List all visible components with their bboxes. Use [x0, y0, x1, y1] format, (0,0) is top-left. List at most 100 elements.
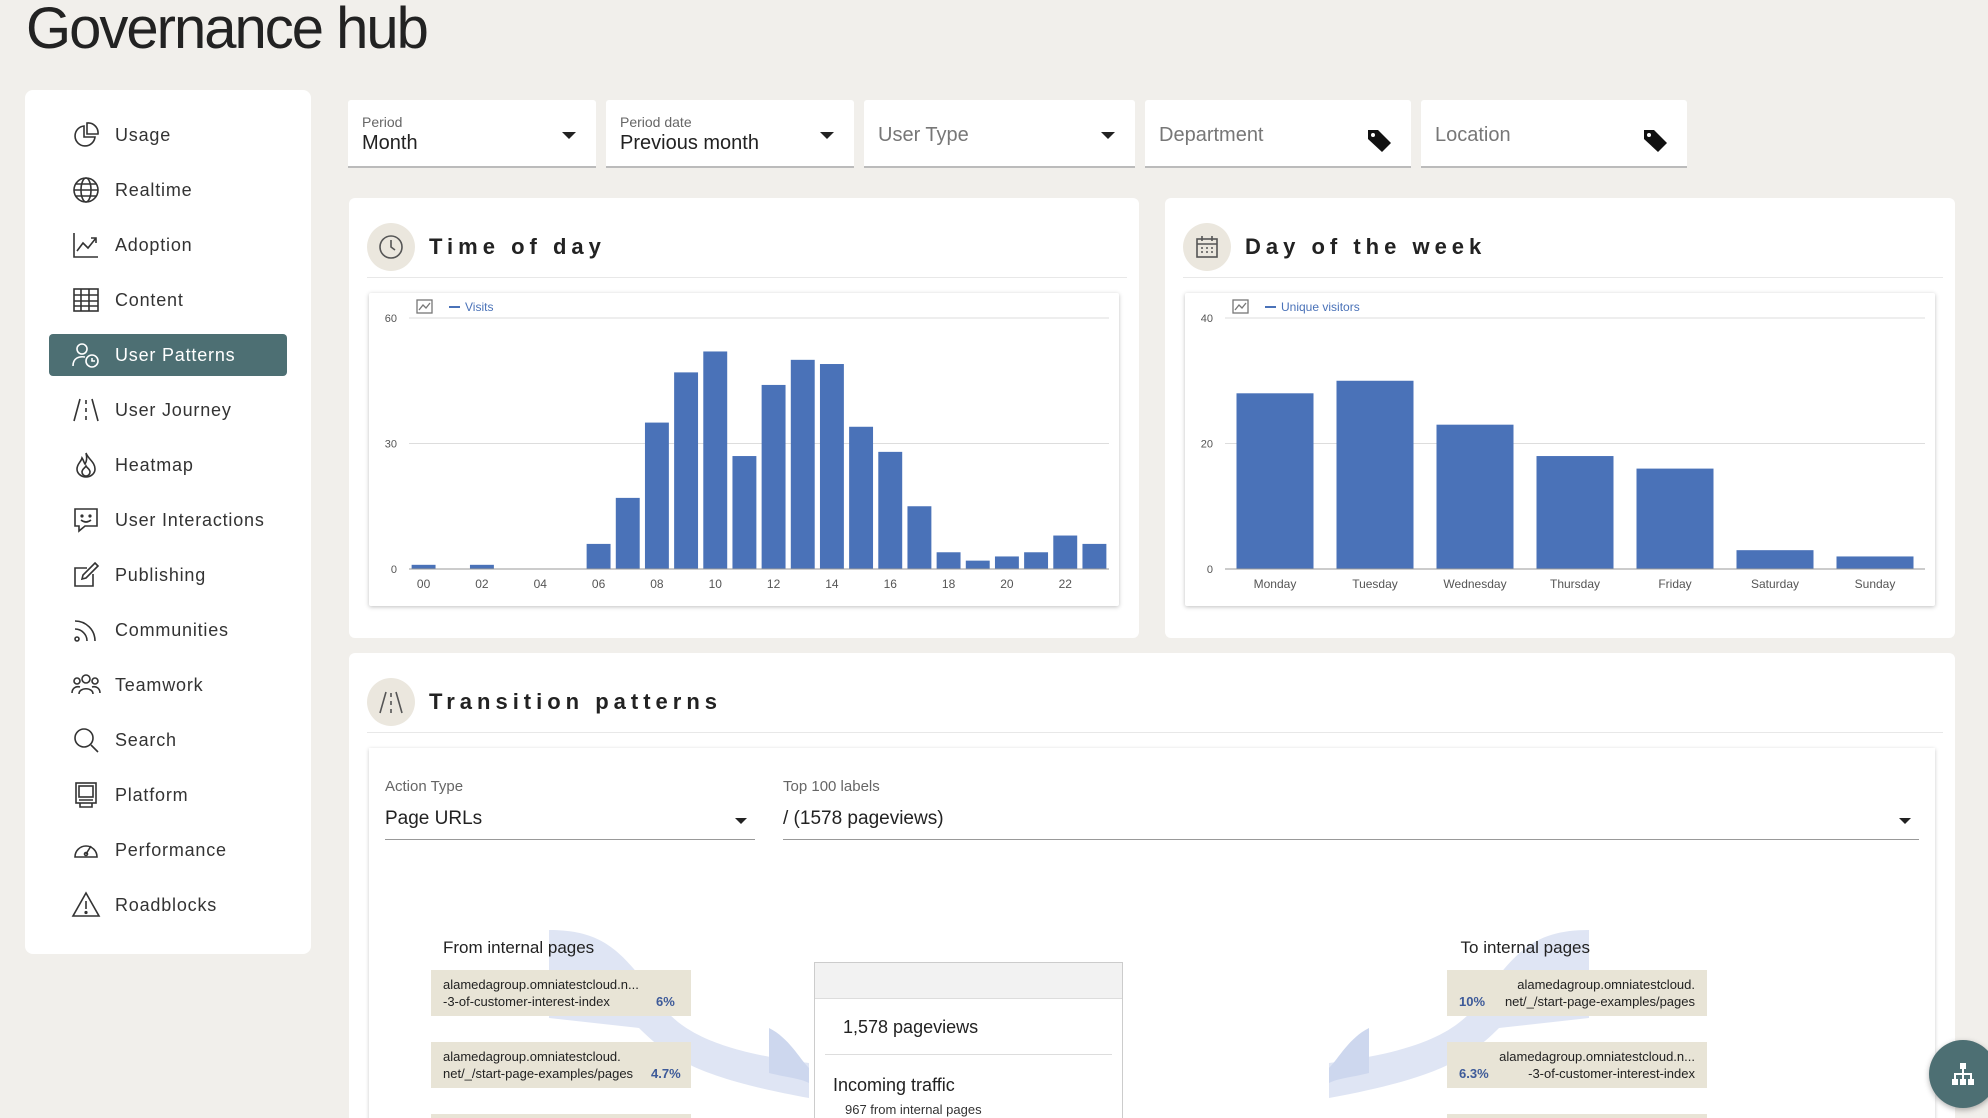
chart-type-icon[interactable]: [1232, 299, 1249, 314]
sidebar-item-content[interactable]: Content: [49, 279, 287, 321]
sidebar-item-label: Content: [115, 289, 184, 310]
sidebar: Usage Realtime Adoption Content User Pat…: [25, 90, 311, 954]
card-title: Time of day: [429, 233, 606, 259]
x-tick-label: 08: [650, 577, 664, 591]
y-tick-label: 40: [1201, 313, 1213, 325]
period-select[interactable]: Period Month: [348, 100, 596, 168]
bar[interactable]: [732, 456, 757, 569]
pageviews-node[interactable]: 1,578 pageviews Incoming traffic 967 fro…: [814, 962, 1123, 1118]
bar[interactable]: [1636, 468, 1714, 569]
bar[interactable]: [819, 364, 844, 569]
user-type-select[interactable]: User Type: [864, 100, 1135, 168]
x-tick-label: 12: [767, 577, 781, 591]
sidebar-item-user-interactions[interactable]: User Interactions: [49, 499, 287, 541]
sidebar-item-realtime[interactable]: Realtime: [49, 169, 287, 211]
sidebar-item-heatmap[interactable]: Heatmap: [49, 444, 287, 486]
to-row[interactable]: alamedagroup.omniatestcloud. net/_/start…: [1447, 970, 1707, 1016]
legend-label: Visits: [465, 300, 493, 314]
chart-type-icon[interactable]: [416, 299, 433, 314]
sidebar-item-usage[interactable]: Usage: [49, 114, 287, 156]
from-row[interactable]: alamedagroup.omniatestcloud.n... -3-of-c…: [431, 970, 691, 1016]
day-of-week-svg: Unique visitors 0 20 40 Monday Tuesday Wednesd…: [1201, 299, 1925, 591]
sidebar-item-label: Platform: [115, 784, 189, 805]
chat-smile-icon: [69, 503, 103, 537]
chevron-down-icon: [562, 132, 576, 139]
bar[interactable]: [907, 506, 932, 569]
sidebar-item-search[interactable]: Search: [49, 719, 287, 761]
transition-patterns-card: Transition patterns Action Type Page URL…: [349, 653, 1955, 1118]
bar[interactable]: [703, 351, 728, 569]
bar[interactable]: [1436, 424, 1514, 569]
bar[interactable]: [994, 556, 1019, 569]
time-of-day-svg: Visits 0 30 60 00 02 04 06 08 10 12 14 16 18 20 22: [385, 299, 1109, 591]
bar[interactable]: [761, 384, 786, 569]
x-tick-label: 04: [534, 577, 548, 591]
to-row[interactable]: alamedagroup.omniatestcloud.n... -3-of-c…: [1447, 1042, 1707, 1088]
department-field[interactable]: Department: [1145, 100, 1411, 168]
sidebar-item-communities[interactable]: Communities: [49, 609, 287, 651]
time-of-day-chart: Visits 0 30 60 00 02 04 06 08 10 12 14 16 18 20 22: [369, 293, 1119, 606]
x-tick-label: Thursday: [1550, 577, 1600, 591]
bar[interactable]: [936, 552, 961, 569]
day-of-week-chart: Unique visitors 0 20 40 Monday Tuesday Wednesd…: [1185, 293, 1935, 606]
bar[interactable]: [878, 451, 903, 569]
sidebar-item-user-journey[interactable]: User Journey: [49, 389, 287, 431]
row-url-line1: alamedagroup.omniatestcloud.: [1517, 977, 1695, 992]
sidebar-item-performance[interactable]: Performance: [49, 829, 287, 871]
top-labels-select[interactable]: / (1578 pageviews): [783, 798, 1919, 840]
trend-chart-icon: [69, 228, 103, 262]
bar[interactable]: [790, 359, 815, 569]
bar[interactable]: [1082, 543, 1107, 569]
x-tick-label: Friday: [1658, 577, 1691, 591]
sidebar-item-adoption[interactable]: Adoption: [49, 224, 287, 266]
sidebar-item-publishing[interactable]: Publishing: [49, 554, 287, 596]
card-header: Time of day: [367, 216, 1127, 278]
bar[interactable]: [1024, 552, 1049, 569]
bar[interactable]: [674, 372, 699, 569]
bar[interactable]: [1736, 550, 1814, 569]
transition-panel: Action Type Page URLs Top 100 labels / (…: [369, 748, 1935, 1118]
bar[interactable]: [469, 564, 494, 569]
sidebar-item-roadblocks[interactable]: Roadblocks: [49, 884, 287, 926]
bar[interactable]: [1536, 456, 1614, 569]
row-url-line1: alamedagroup.omniatestcloud.n...: [1499, 1049, 1695, 1064]
bar[interactable]: [586, 543, 611, 569]
row-url-line1: alamedagroup.omniatestcloud.: [443, 1049, 621, 1064]
sidebar-item-label: Heatmap: [115, 454, 194, 475]
location-placeholder: Location: [1435, 124, 1511, 146]
bar[interactable]: [1836, 556, 1914, 569]
department-placeholder: Department: [1159, 124, 1264, 146]
action-type-value: Page URLs: [385, 808, 483, 829]
bar[interactable]: [1236, 393, 1314, 569]
node-header: [815, 963, 1122, 999]
bar[interactable]: [965, 560, 990, 569]
chart-legend[interactable]: Visits: [416, 299, 493, 314]
row-percent: 6%: [656, 994, 675, 1009]
row-url-line2: net/_/start-page-examples/pages: [1504, 994, 1695, 1009]
from-row[interactable]: alamedagroup.omniatestcloud. net/_/start…: [431, 1042, 691, 1088]
bar[interactable]: [849, 426, 874, 569]
sidebar-item-teamwork[interactable]: Teamwork: [49, 664, 287, 706]
search-icon: [69, 723, 103, 757]
from-row[interactable]: [431, 1114, 691, 1118]
location-field[interactable]: Location: [1421, 100, 1687, 168]
chart-legend[interactable]: Unique visitors: [1232, 299, 1360, 314]
to-row[interactable]: [1447, 1114, 1707, 1118]
card-title: Day of the week: [1245, 233, 1487, 259]
bar[interactable]: [411, 564, 436, 569]
action-type-select[interactable]: Page URLs: [385, 798, 755, 840]
card-title: Transition patterns: [429, 688, 723, 714]
row-url-line1: alamedagroup.omniatestcloud.n...: [443, 977, 639, 992]
sidebar-item-platform[interactable]: Platform: [49, 774, 287, 816]
period-date-select[interactable]: Period date Previous month: [606, 100, 854, 168]
sidebar-item-label: Realtime: [115, 179, 193, 200]
bar[interactable]: [1336, 380, 1414, 569]
bar[interactable]: [1053, 535, 1078, 569]
x-tick-label: 22: [1059, 577, 1073, 591]
sitemap-button[interactable]: [1929, 1040, 1988, 1108]
sidebar-item-user-patterns[interactable]: User Patterns: [49, 334, 287, 376]
bar[interactable]: [615, 497, 640, 569]
bar[interactable]: [644, 422, 669, 569]
period-value: Month: [362, 132, 418, 154]
monitor-icon: [69, 778, 103, 812]
